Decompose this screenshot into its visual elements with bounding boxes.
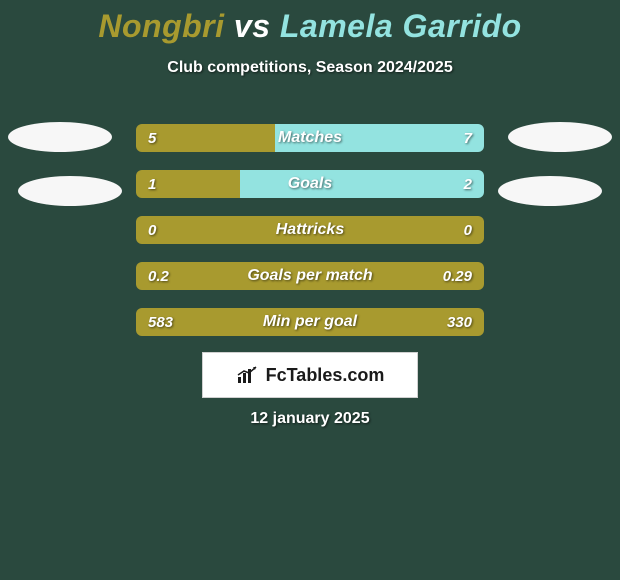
stat-row: 00Hattricks xyxy=(136,216,484,244)
stat-bar-right xyxy=(275,124,484,152)
stat-bar-left xyxy=(136,170,240,198)
page-title: Nongbri vs Lamela Garrido xyxy=(0,0,620,45)
stat-bar-right xyxy=(240,170,484,198)
stats-bars: 57Matches 12Goals 00Hattricks 0.20.29Goals … xyxy=(136,124,484,354)
stat-bar-left xyxy=(136,308,484,336)
stat-row: 583330Min per goal xyxy=(136,308,484,336)
stat-row: 12Goals xyxy=(136,170,484,198)
stat-bar-left xyxy=(136,124,275,152)
brand-badge: FcTables.com xyxy=(202,352,418,398)
brand-text: FcTables.com xyxy=(266,365,385,386)
player2-photo-placeholder xyxy=(508,122,612,152)
player1-name: Nongbri xyxy=(98,8,224,44)
player2-photo-placeholder-2 xyxy=(498,176,602,206)
player1-photo-placeholder xyxy=(8,122,112,152)
stat-row: 57Matches xyxy=(136,124,484,152)
player2-name: Lamela Garrido xyxy=(280,8,522,44)
player1-photo-placeholder-2 xyxy=(18,176,122,206)
title-separator: vs xyxy=(225,8,280,44)
stat-bar-left xyxy=(136,262,484,290)
subtitle: Club competitions, Season 2024/2025 xyxy=(0,59,620,77)
snapshot-date: 12 january 2025 xyxy=(0,410,620,428)
brand-chart-icon xyxy=(236,365,260,385)
stat-bar-left xyxy=(136,216,484,244)
stat-row: 0.20.29Goals per match xyxy=(136,262,484,290)
